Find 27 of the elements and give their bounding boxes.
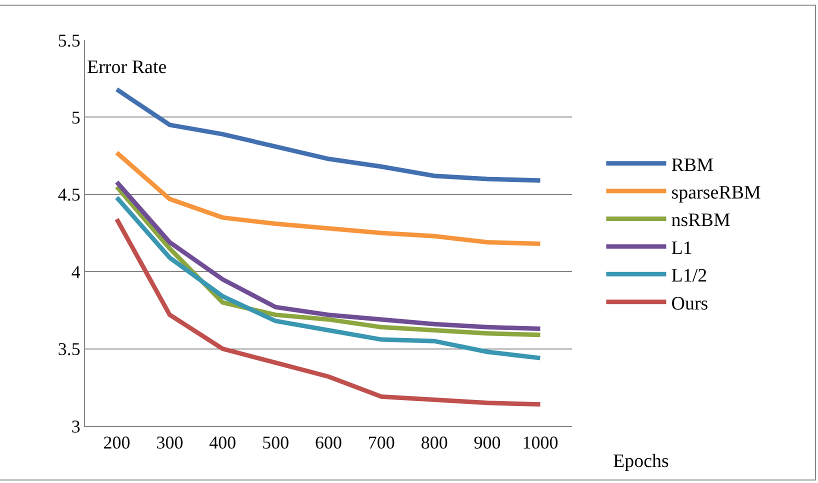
legend-label: Ours [671, 293, 708, 314]
legend-label: L1 [671, 238, 692, 259]
line-series [114, 195, 542, 360]
x-tick-label: 600 [315, 432, 342, 453]
y-tick-label: 5.5 [58, 30, 80, 50]
x-tick-label: 200 [103, 432, 130, 453]
legend-label: RBM [671, 154, 714, 176]
legend-label: L1/2 [671, 266, 708, 287]
y-tick-label: 5 [71, 108, 80, 128]
x-tick-label: 700 [368, 432, 395, 453]
line-series [114, 216, 542, 407]
legend-label: sparseRBM [671, 182, 762, 204]
line-series [114, 87, 542, 183]
x-axis-title: Epochs [613, 451, 669, 472]
y-tick-label: 3 [71, 416, 80, 436]
y-axis-title: Error Rate [87, 57, 167, 78]
y-tick-label: 4 [71, 262, 80, 282]
x-tick-label: 500 [262, 432, 290, 453]
x-tick-label: 1000 [522, 432, 558, 453]
line-series [114, 150, 542, 246]
y-tick-label: 3.5 [58, 339, 80, 360]
legend-label: nsRBM [671, 210, 730, 232]
x-tick-label: 900 [474, 432, 501, 453]
x-tick-label: 400 [209, 432, 236, 453]
x-tick-label: 300 [156, 432, 184, 453]
x-tick-label: 800 [420, 432, 448, 453]
y-tick-label: 4.5 [58, 184, 80, 205]
